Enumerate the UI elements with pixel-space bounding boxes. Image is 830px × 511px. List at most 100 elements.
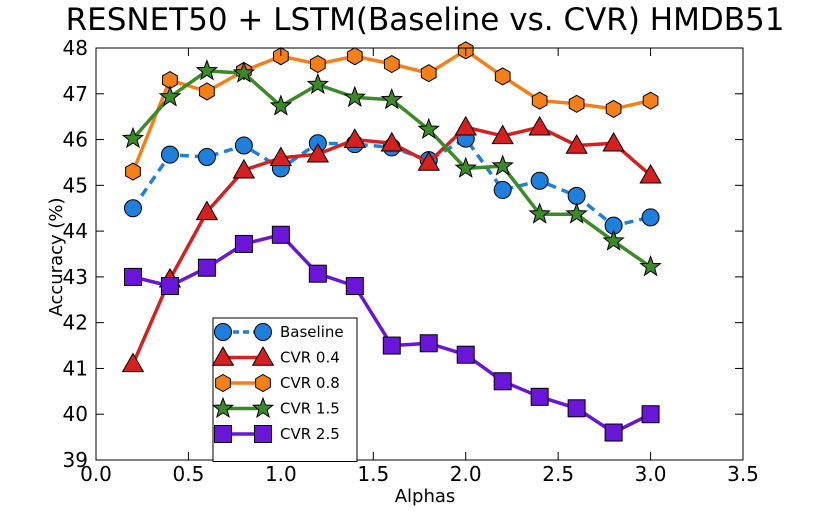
plot-area (121, 41, 662, 442)
y-tick-label: 44 (63, 219, 88, 243)
legend: Baseline CVR 0.4 CVR 0.8 CVR 1.5 CVR 2.5 (211, 317, 358, 462)
y-tick-label: 48 (63, 36, 88, 60)
x-tick-label: 3.0 (635, 462, 667, 486)
data-point-cvr-0-8 (272, 47, 289, 66)
data-point-cvr-0-4 (454, 115, 477, 136)
legend-marker-cvr-0-4 (211, 346, 235, 366)
legend-label-cvr-0-8: CVR 0.8 (280, 374, 340, 392)
data-point-baseline (493, 180, 512, 199)
legend-label-cvr-1-5: CVR 1.5 (280, 400, 340, 418)
data-point-cvr-0-8 (642, 91, 659, 110)
data-point-cvr-0-8 (568, 94, 585, 113)
data-point-cvr-1-5 (417, 117, 440, 140)
x-tick-label: 1.0 (265, 462, 297, 486)
data-point-cvr-0-8 (125, 162, 141, 181)
data-point-cvr-0-8 (383, 54, 400, 74)
data-point-baseline (197, 147, 216, 166)
data-point-cvr-1-5 (343, 85, 367, 107)
series-cvr-0-8 (125, 41, 659, 181)
data-point-cvr-2-5 (345, 277, 364, 296)
data-point-cvr-0-8 (494, 67, 511, 86)
data-point-cvr-2-5 (567, 399, 586, 418)
data-point-cvr-2-5 (271, 225, 290, 244)
data-point-cvr-2-5 (530, 387, 549, 406)
data-point-cvr-1-5 (639, 255, 662, 277)
plot-frame (95, 47, 744, 461)
x-tick-label: 2.0 (450, 462, 482, 486)
data-point-cvr-0-8 (309, 54, 326, 74)
legend-item-cvr-2-5: CVR 2.5 (214, 425, 340, 443)
data-point-cvr-2-5 (641, 405, 660, 424)
data-point-cvr-2-5 (123, 267, 142, 286)
series-cvr-1-5 (121, 59, 662, 277)
legend-marker-cvr-2-5 (214, 425, 232, 443)
data-point-cvr-2-5 (604, 423, 623, 442)
x-tick-label: 0.5 (173, 462, 205, 486)
legend-item-baseline: Baseline (214, 323, 344, 341)
data-point-cvr-0-4 (343, 128, 367, 148)
x-tick-label: 0.0 (80, 462, 112, 486)
data-point-cvr-1-5 (380, 87, 403, 110)
data-point-cvr-0-8 (346, 47, 363, 66)
legend-marker-cvr-0-8 (215, 373, 231, 393)
data-point-cvr-1-5 (565, 202, 588, 224)
legend-item-cvr-1-5: CVR 1.5 (211, 396, 340, 419)
data-point-cvr-0-4 (528, 115, 551, 136)
legend-marker-cvr-1-5 (251, 396, 275, 419)
data-point-cvr-0-8 (605, 99, 622, 118)
data-point-baseline (641, 208, 660, 227)
series-cvr-2-5 (123, 225, 660, 442)
x-tick-label: 2.5 (542, 462, 574, 486)
data-point-baseline (234, 136, 253, 155)
legend-label-cvr-2-5: CVR 2.5 (280, 425, 340, 443)
y-tick-label: 40 (63, 402, 88, 426)
data-point-cvr-1-5 (269, 94, 293, 116)
y-tick-label: 39 (63, 448, 88, 472)
data-point-baseline (160, 145, 179, 164)
data-point-cvr-0-8 (199, 82, 215, 101)
y-tick-label: 41 (63, 356, 88, 380)
data-point-cvr-1-5 (528, 202, 551, 224)
data-point-cvr-1-5 (232, 61, 256, 83)
data-point-baseline (567, 186, 586, 205)
data-point-cvr-0-4 (232, 158, 256, 179)
data-point-cvr-2-5 (308, 264, 327, 283)
data-point-cvr-2-5 (382, 336, 401, 355)
data-point-cvr-0-4 (602, 131, 625, 152)
legend-marker-cvr-0-8 (255, 373, 271, 393)
data-point-cvr-0-4 (639, 163, 662, 184)
data-point-cvr-2-5 (456, 345, 475, 364)
data-point-cvr-1-5 (306, 72, 330, 95)
axes: 0.0 0.5 1.0 1.5 2.0 2.5 3.0 3.5 39 40 41 42 43 44 45 46… (63, 36, 759, 486)
data-point-cvr-0-4 (565, 134, 588, 154)
data-point-cvr-0-4 (306, 142, 330, 163)
x-tick-label: 3.5 (727, 462, 759, 486)
data-point-cvr-1-5 (454, 156, 477, 178)
y-tick-label: 47 (63, 82, 88, 106)
y-axis-label: Accuracy (%) (46, 197, 67, 316)
x-tick-label: 1.5 (357, 462, 389, 486)
data-point-cvr-0-8 (531, 91, 548, 110)
data-point-cvr-2-5 (419, 334, 438, 353)
data-point-cvr-1-5 (195, 59, 219, 81)
chart-title: RESNET50 + LSTM(Baseline vs. CVR) HMDB51 (66, 2, 785, 38)
legend-item-cvr-0-4: CVR 0.4 (211, 346, 340, 367)
data-point-cvr-0-8 (420, 64, 437, 83)
data-point-cvr-1-5 (121, 126, 145, 149)
data-point-cvr-1-5 (158, 85, 182, 107)
y-tick-label: 45 (63, 173, 88, 197)
data-point-cvr-1-5 (602, 229, 625, 251)
data-point-baseline (123, 199, 142, 218)
data-point-cvr-2-5 (234, 234, 253, 253)
data-point-cvr-0-4 (195, 200, 219, 221)
legend-marker-cvr-0-4 (251, 346, 275, 366)
legend-label-baseline: Baseline (280, 323, 344, 341)
data-point-cvr-2-5 (197, 258, 216, 277)
legend-marker-cvr-2-5 (254, 425, 272, 443)
data-point-cvr-0-4 (380, 131, 403, 152)
y-tick-label: 42 (63, 311, 88, 335)
data-point-cvr-2-5 (493, 372, 512, 391)
legend-marker-baseline (254, 323, 272, 341)
data-point-cvr-1-5 (491, 154, 514, 176)
